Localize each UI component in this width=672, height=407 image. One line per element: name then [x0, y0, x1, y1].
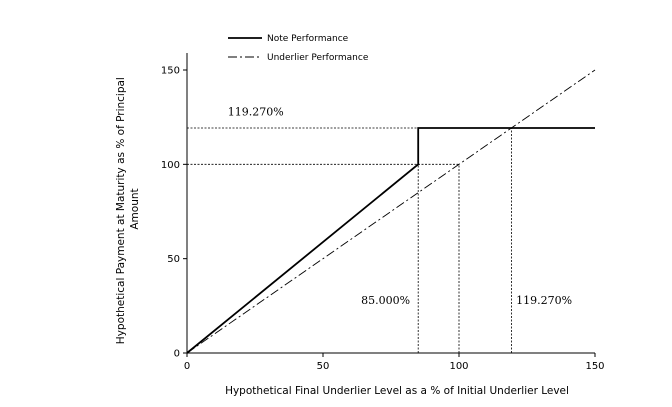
tick-marks: 0 50 100 150 0 50 100 150 — [161, 66, 605, 373]
series-line-note-performance — [186, 127, 595, 354]
x-axis-label: Hypothetical Final Underlier Level as a … — [225, 385, 569, 397]
legend: Note Performance Underlier Performance — [228, 34, 369, 63]
y-axis-label-line-2: Amount — [129, 188, 141, 229]
x-tick-label-100: 100 — [449, 361, 468, 372]
legend-label-1: Underlier Performance — [267, 53, 369, 63]
annotation-0: 119.270% — [228, 105, 284, 118]
y-tick-label-0: 0 — [174, 349, 180, 360]
series-line-underlier-performance — [186, 69, 596, 354]
y-tick-label-100: 100 — [161, 160, 180, 171]
annotation-1: 85.000% — [361, 294, 410, 307]
y-tick-label-50: 50 — [167, 254, 180, 265]
x-tick-label-50: 50 — [317, 361, 330, 372]
annotation-2: 119.270% — [516, 294, 572, 307]
x-tick-label-150: 150 — [585, 361, 604, 372]
axes — [186, 53, 595, 354]
annotations: 119.270% 85.000% 119.270% — [228, 105, 572, 307]
y-axis-label-line-1: Hypothetical Payment at Maturity as % of… — [115, 77, 127, 344]
x-tick-label-0: 0 — [184, 361, 190, 372]
series-lines — [186, 69, 596, 354]
y-axis-label: Hypothetical Payment at Maturity as % of… — [115, 74, 141, 344]
y-tick-label-150: 150 — [161, 66, 180, 77]
reference-lines — [187, 127, 512, 353]
legend-label-0: Note Performance — [267, 34, 349, 44]
